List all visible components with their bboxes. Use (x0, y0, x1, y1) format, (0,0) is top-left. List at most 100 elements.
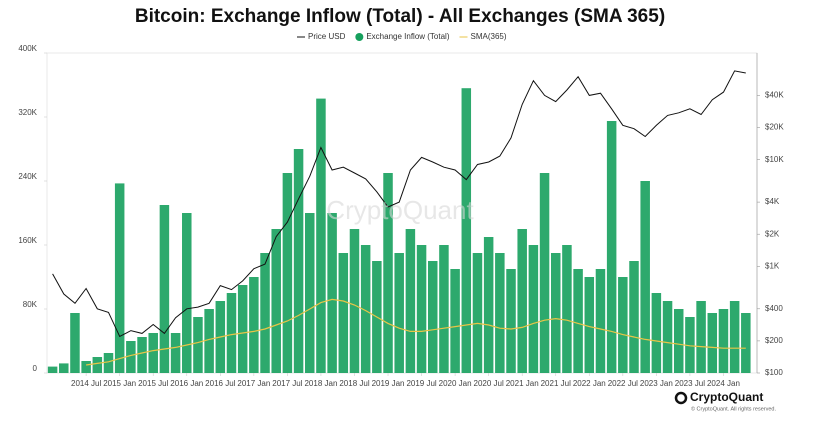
inflow-bar (562, 245, 572, 373)
inflow-bar (517, 229, 527, 373)
inflow-bar (148, 333, 158, 373)
x-tick-label: 2020 Jul (474, 379, 504, 388)
inflow-bar (685, 317, 695, 373)
x-tick-label: 2015 Jul (138, 379, 168, 388)
inflow-bar (439, 245, 449, 373)
brand: CryptoQuant (690, 390, 763, 404)
inflow-bar (59, 363, 69, 373)
chart-title: Bitcoin: Exchange Inflow (Total) - All E… (135, 6, 665, 27)
inflow-bar (81, 361, 91, 373)
x-tick-label: 2017 Jul (272, 379, 302, 388)
legend: Price USD Exchange Inflow (Total) SMA(365) (297, 32, 507, 41)
y2-tick-label: $20K (765, 123, 784, 132)
inflow-bar (640, 181, 650, 373)
inflow-bar (495, 253, 505, 373)
y2-tick-label: $200 (765, 336, 783, 345)
x-tick-label: 2014 Jul (71, 379, 101, 388)
series-line (52, 70, 746, 338)
inflow-bar (573, 269, 583, 373)
x-tick-label: 2020 Jan (439, 379, 472, 388)
inflow-bar (170, 333, 181, 373)
inflow-bar (550, 253, 561, 373)
series-line (86, 298, 746, 366)
inflow-bar (405, 229, 416, 373)
inflow-bar (629, 261, 639, 373)
inflow-bar (204, 309, 214, 373)
inflow-bar (696, 301, 706, 373)
inflow-bar (327, 213, 337, 373)
x-tick-label: 2023 Jan (640, 379, 673, 388)
inflow-bar (182, 213, 192, 373)
inflow-bar (70, 313, 80, 373)
x-tick-label: 2023 Jul (675, 379, 705, 388)
y2-tick-label: $1K (765, 261, 780, 270)
legend-swatch (355, 33, 364, 41)
inflow-bar (383, 173, 393, 373)
logo-icon (674, 391, 688, 405)
y-tick-label: 0 (33, 364, 38, 373)
inflow-bar (584, 277, 595, 373)
inflow-bar (618, 277, 628, 373)
inflow-bar (103, 353, 114, 373)
inflow-bar (718, 309, 729, 373)
y2-tick-label: $100 (765, 368, 783, 377)
inflow-bar (114, 183, 125, 373)
x-tick-label: 2016 Jul (205, 379, 235, 388)
inflow-bar (539, 173, 550, 373)
inflow-bar (483, 237, 494, 373)
inflow-bar (450, 269, 460, 373)
inflow-bar (506, 269, 516, 373)
copyright: © CryptoQuant. All rights reserved. (691, 405, 777, 412)
inflow-bar (472, 253, 483, 373)
inflow-bar (293, 149, 304, 373)
x-tick-label: 2019 Jan (372, 379, 405, 388)
inflow-bar (427, 261, 438, 373)
inflow-bar (741, 313, 751, 373)
inflow-bar (707, 313, 718, 373)
inflow-bar (193, 317, 203, 373)
inflow-bar (226, 293, 237, 373)
inflow-bar (47, 366, 58, 373)
inflow-bar (305, 213, 315, 373)
inflow-bar (126, 341, 136, 373)
x-tick-label: 2018 Jul (339, 379, 369, 388)
plot-area: 0 80K 160K 240K 320K 400K $100 $200 $400 $1K $2K $4… (18, 44, 784, 388)
inflow-bar (662, 301, 673, 373)
inflow-bar (394, 253, 404, 373)
x-tick-label: 2015 Jan (103, 379, 136, 388)
inflow-bar (316, 98, 326, 373)
y2-tick-label: $4K (765, 197, 780, 206)
inflow-bar (92, 357, 103, 373)
inflow-bar (360, 245, 371, 373)
legend-label: SMA(365) (471, 32, 507, 41)
x-tick-label: 2017 Jan (237, 379, 270, 388)
y2-tick-label: $2K (765, 229, 780, 238)
watermark: CryptoQuant (326, 195, 474, 225)
inflow-bar (260, 253, 270, 373)
inflow-bar (349, 229, 360, 373)
inflow-bar (673, 309, 684, 373)
y-tick-label: 400K (18, 44, 37, 53)
inflow-bar (606, 121, 617, 373)
x-tick-label: 2022 Jan (573, 379, 606, 388)
inflow-bar (729, 301, 740, 373)
x-tick-label: 2021 Jan (506, 379, 539, 388)
y2-tick-label: $400 (765, 304, 783, 313)
logo: CryptoQuant © CryptoQuant. All rights re… (674, 390, 777, 412)
inflow-bar (416, 245, 427, 373)
y-tick-label: 240K (18, 172, 37, 181)
y2-tick-label: $10K (765, 155, 784, 164)
x-tick-label: 2018 Jan (304, 379, 337, 388)
inflow-bar (159, 205, 170, 373)
legend-label: Exchange Inflow (Total) (366, 32, 449, 41)
x-tick-label: 2016 Jan (170, 379, 203, 388)
inflow-bar (137, 337, 147, 373)
inflow-bar (651, 293, 662, 373)
y-tick-label: 320K (18, 108, 37, 117)
x-tick-label: 2022 Jul (608, 379, 638, 388)
inflow-bar (461, 88, 472, 373)
y-tick-label: 80K (23, 300, 38, 309)
inflow-bar (249, 277, 259, 373)
